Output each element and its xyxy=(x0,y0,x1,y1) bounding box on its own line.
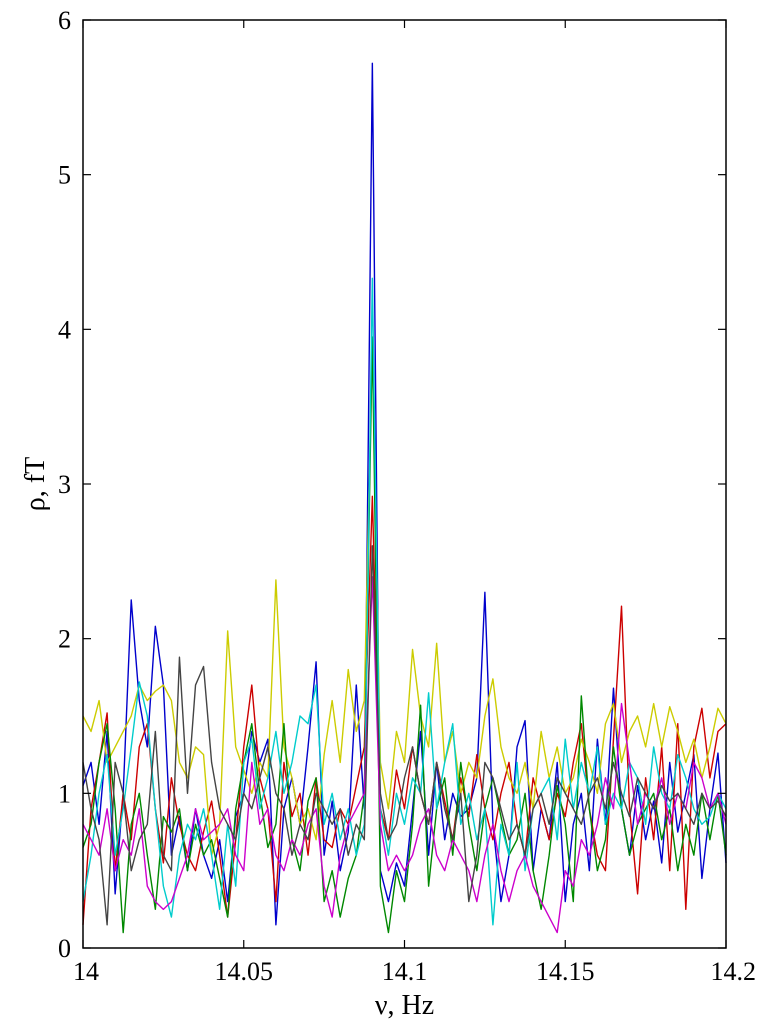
series-line-4 xyxy=(82,336,727,934)
series-line-7 xyxy=(82,545,727,926)
y-tick-label: 0 xyxy=(58,934,71,963)
x-tick-label: 14.05 xyxy=(215,957,274,986)
y-tick-label: 5 xyxy=(58,161,71,190)
series-line-2 xyxy=(82,495,727,925)
series-layer xyxy=(82,62,727,934)
x-axis-label: ν, Hz xyxy=(375,990,434,1021)
y-tick-label: 6 xyxy=(58,6,71,35)
series-line-6 xyxy=(82,576,727,934)
y-tick-label: 3 xyxy=(58,470,71,499)
axis-ticks: 14 14.05 14.1 14.15 14.2 0 1 2 3 4 5 6 xyxy=(58,6,756,986)
x-tick-label: 14.2 xyxy=(711,957,757,986)
y-axis-label: ρ, fT xyxy=(20,457,51,511)
series-line-5 xyxy=(82,277,727,926)
x-tick-label: 14.15 xyxy=(536,957,595,986)
y-tick-label: 1 xyxy=(58,779,71,808)
series-line-1 xyxy=(82,62,727,926)
x-tick-label: 14 xyxy=(73,957,99,986)
y-tick-label: 2 xyxy=(58,625,71,654)
x-tick-label: 14.1 xyxy=(382,957,428,986)
y-tick-label: 4 xyxy=(58,315,71,344)
